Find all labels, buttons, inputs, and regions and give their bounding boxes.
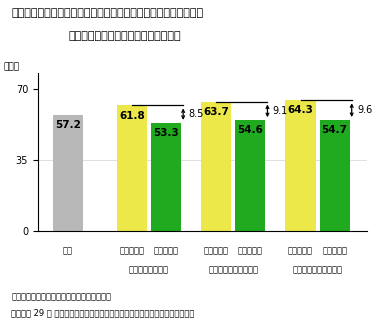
Text: 図表７　仕事の負担（量）、コントロール度、サポートに関する: 図表７ 仕事の負担（量）、コントロール度、サポートに関する	[11, 8, 203, 18]
Text: 「平成 29 年 全衛連ストレスチェックサービス実施結果報告書」より作成。: 「平成 29 年 全衛連ストレスチェックサービス実施結果報告書」より作成。	[11, 309, 195, 317]
Text: 9.1: 9.1	[273, 106, 288, 116]
Bar	[151, 123, 181, 231]
Text: 上司・同僚のサポート: 上司・同僚のサポート	[293, 266, 342, 275]
Text: ストレス別の心身の自覚症状の点数差: ストレス別の心身の自覚症状の点数差	[68, 31, 181, 41]
Bar	[285, 100, 316, 231]
Text: 53.3: 53.3	[153, 128, 179, 138]
Text: 61.8: 61.8	[119, 111, 145, 120]
Text: 9.6: 9.6	[357, 105, 372, 115]
Text: ストレス低: ストレス低	[322, 247, 347, 256]
Y-axis label: （点）: （点）	[3, 62, 20, 71]
Text: 仕事のコントロール度: 仕事のコントロール度	[208, 266, 258, 275]
Bar	[201, 102, 231, 231]
Text: （資料）　（公社）全国労働衛生団体連合会: （資料） （公社）全国労働衛生団体連合会	[11, 292, 112, 301]
Text: 仕事の負担（量）: 仕事の負担（量）	[129, 266, 169, 275]
Text: 54.7: 54.7	[322, 125, 348, 135]
Text: ストレス低: ストレス低	[238, 247, 263, 256]
Text: 全体: 全体	[63, 247, 73, 256]
Text: 63.7: 63.7	[203, 107, 229, 117]
Bar	[235, 120, 265, 231]
Text: 8.5: 8.5	[188, 109, 204, 119]
Text: ストレス高: ストレス高	[204, 247, 229, 256]
Bar	[117, 106, 147, 231]
Bar	[320, 120, 350, 231]
Bar	[53, 115, 83, 231]
Text: 57.2: 57.2	[55, 120, 81, 130]
Text: ストレス高: ストレス高	[288, 247, 313, 256]
Text: 54.6: 54.6	[237, 125, 263, 135]
Text: 64.3: 64.3	[288, 106, 313, 116]
Text: ストレス高: ストレス高	[119, 247, 144, 256]
Text: ストレス低: ストレス低	[153, 247, 179, 256]
